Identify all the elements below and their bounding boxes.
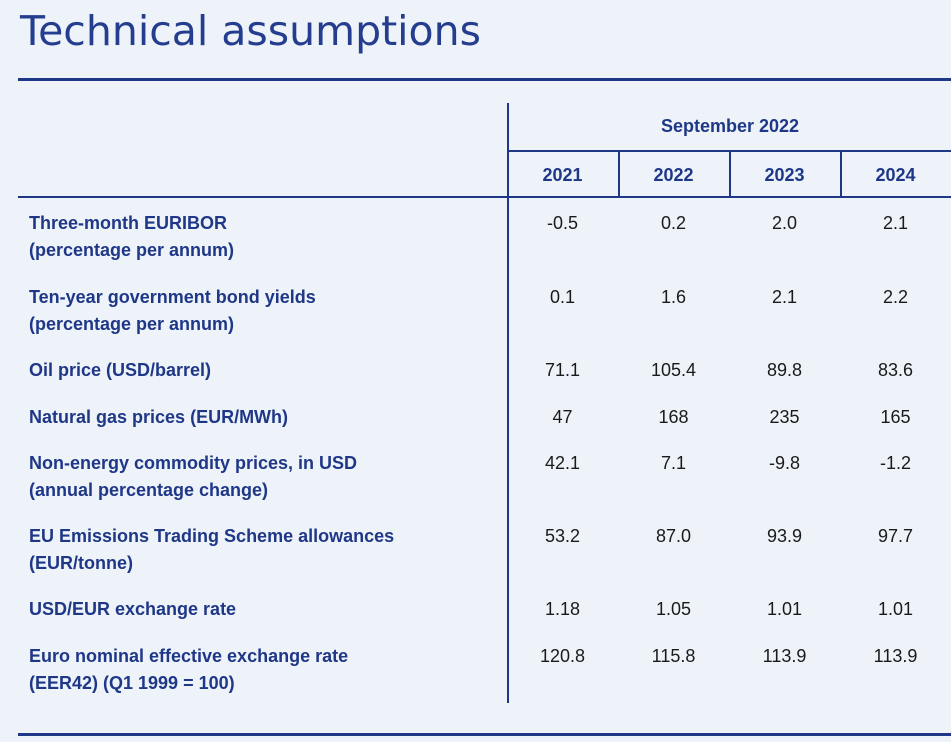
page-title: Technical assumptions — [20, 7, 481, 55]
row-label-main: Three-month EURIBOR — [29, 213, 227, 233]
row-label-euribor: Three-month EURIBOR (percentage per annu… — [29, 210, 489, 264]
table-cell: 1.18 — [544, 599, 581, 619]
row-label-sub: (percentage per annum) — [29, 240, 235, 260]
table-cell: 0.1 — [549, 287, 576, 307]
row-label-main: EU Emissions Trading Scheme allowances — [29, 526, 395, 546]
row-label-bond-yields: Ten-year government bond yields (percent… — [29, 284, 489, 338]
bottom-divider — [18, 733, 951, 736]
row-label-oil-price: Oil price (USD/barrel) — [29, 357, 489, 384]
table-cell: -9.8 — [768, 453, 801, 473]
table-cell: 7.1 — [660, 453, 687, 473]
table-cell: 2.1 — [771, 287, 798, 307]
year-header: 2024 — [875, 165, 916, 185]
table-cell: 97.7 — [877, 526, 914, 546]
group-header-underline — [507, 150, 951, 152]
row-label-emissions-allowances: EU Emissions Trading Scheme allowances (… — [29, 523, 489, 577]
table-cell: 165 — [880, 407, 911, 427]
year-column-divider — [840, 150, 842, 198]
table-cell: 71.1 — [544, 360, 581, 380]
row-label-main: Natural gas prices (EUR/MWh) — [29, 407, 289, 427]
table-vertical-divider — [507, 103, 509, 703]
table-cell: 1.01 — [877, 599, 914, 619]
table-cell: 2.1 — [882, 213, 909, 233]
row-label-commodity-prices: Non-energy commodity prices, in USD (ann… — [29, 450, 489, 504]
table-cell: 2.2 — [882, 287, 909, 307]
row-label-main: Euro nominal effective exchange rate — [29, 646, 349, 666]
row-label-main: Non-energy commodity prices, in USD — [29, 453, 358, 473]
year-column-divider — [618, 150, 620, 198]
top-divider — [18, 78, 951, 81]
year-header: 2023 — [764, 165, 805, 185]
row-label-sub: (percentage per annum) — [29, 314, 235, 334]
row-label-gas-prices: Natural gas prices (EUR/MWh) — [29, 404, 489, 431]
table-cell: 113.9 — [873, 646, 918, 666]
table-cell: 87.0 — [655, 526, 692, 546]
table-cell: 168 — [658, 407, 689, 427]
table-cell: 115.8 — [651, 646, 696, 666]
table-cell: 83.6 — [877, 360, 914, 380]
table-cell: 113.9 — [762, 646, 807, 666]
table-cell: 105.4 — [650, 360, 697, 380]
row-label-main: USD/EUR exchange rate — [29, 599, 237, 619]
year-column-divider — [729, 150, 731, 198]
row-label-usd-eur-rate: USD/EUR exchange rate — [29, 596, 489, 623]
table-cell: 53.2 — [544, 526, 581, 546]
table-cell: 235 — [769, 407, 800, 427]
table-cell: 47 — [552, 407, 573, 427]
row-label-sub: (EUR/tonne) — [29, 553, 133, 573]
table-cell: -0.5 — [546, 213, 579, 233]
header-bottom-line — [18, 196, 951, 198]
row-label-sub: (annual percentage change) — [29, 480, 269, 500]
row-label-main: Ten-year government bond yields — [29, 287, 316, 307]
row-label-effective-exchange-rate: Euro nominal effective exchange rate (EE… — [29, 643, 489, 697]
table-cell: 120.8 — [539, 646, 586, 666]
table-cell: 1.01 — [766, 599, 803, 619]
year-header: 2022 — [653, 165, 694, 185]
row-label-main: Oil price (USD/barrel) — [29, 360, 212, 380]
table-cell: 93.9 — [766, 526, 803, 546]
table-cell: -1.2 — [879, 453, 912, 473]
table-cell: 0.2 — [660, 213, 687, 233]
row-label-sub: (EER42) (Q1 1999 = 100) — [29, 673, 235, 693]
year-header: 2021 — [542, 165, 583, 185]
table-cell: 2.0 — [771, 213, 798, 233]
group-header-september-2022: September 2022 — [660, 116, 800, 136]
table-cell: 1.05 — [655, 599, 692, 619]
table-cell: 89.8 — [766, 360, 803, 380]
table-cell: 1.6 — [660, 287, 687, 307]
table-cell: 42.1 — [544, 453, 581, 473]
